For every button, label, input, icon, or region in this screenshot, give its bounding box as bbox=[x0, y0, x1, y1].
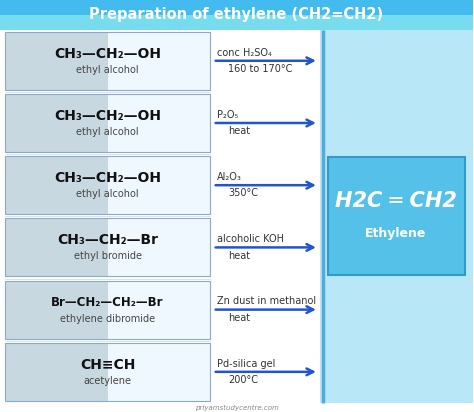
Text: 200°C: 200°C bbox=[228, 375, 258, 385]
Text: P₂O₅: P₂O₅ bbox=[217, 110, 238, 120]
Text: 160 to 170°C: 160 to 170°C bbox=[228, 64, 293, 74]
Bar bbox=[108, 281, 210, 339]
Text: Zn dust in methanol: Zn dust in methanol bbox=[217, 296, 316, 307]
Bar bbox=[5, 32, 108, 90]
Text: alcoholic KOH: alcoholic KOH bbox=[217, 234, 283, 244]
Bar bbox=[108, 218, 210, 276]
Text: CH≡CH: CH≡CH bbox=[80, 358, 135, 372]
Bar bbox=[320, 30, 474, 403]
Text: ethyl bromide: ethyl bromide bbox=[73, 251, 142, 262]
Text: 350°C: 350°C bbox=[228, 188, 258, 199]
Bar bbox=[108, 343, 210, 401]
Text: Br—CH₂—CH₂—Br: Br—CH₂—CH₂—Br bbox=[51, 296, 164, 309]
Text: conc H₂SO₄: conc H₂SO₄ bbox=[217, 47, 272, 58]
Bar bbox=[5, 94, 108, 152]
Text: heat: heat bbox=[228, 313, 251, 323]
Text: Pd-silica gel: Pd-silica gel bbox=[217, 358, 275, 369]
FancyBboxPatch shape bbox=[328, 157, 465, 275]
Text: ethylene dibromide: ethylene dibromide bbox=[60, 314, 155, 324]
Text: Al₂O₃: Al₂O₃ bbox=[217, 172, 241, 182]
Text: CH₃—CH₂—OH: CH₃—CH₂—OH bbox=[54, 109, 161, 123]
Text: CH₃—CH₂—Br: CH₃—CH₂—Br bbox=[57, 234, 158, 247]
Bar bbox=[0, 15, 473, 30]
Text: ethyl alcohol: ethyl alcohol bbox=[76, 65, 139, 75]
Text: CH₃—CH₂—OH: CH₃—CH₂—OH bbox=[54, 47, 161, 61]
Bar bbox=[108, 156, 210, 214]
Text: acetylene: acetylene bbox=[83, 376, 132, 386]
Bar bbox=[0, 0, 473, 15]
Text: Preparation of ethylene (CH2=CH2): Preparation of ethylene (CH2=CH2) bbox=[90, 7, 383, 22]
Text: CH₃—CH₂—OH: CH₃—CH₂—OH bbox=[54, 171, 161, 185]
Text: heat: heat bbox=[228, 250, 251, 261]
Text: heat: heat bbox=[228, 126, 251, 136]
Bar bbox=[5, 156, 108, 214]
Bar bbox=[108, 32, 210, 90]
Bar bbox=[5, 343, 108, 401]
Text: Ethylene: Ethylene bbox=[365, 227, 427, 240]
Text: ethyl alcohol: ethyl alcohol bbox=[76, 127, 139, 137]
Bar bbox=[5, 218, 108, 276]
Bar bbox=[5, 281, 108, 339]
Text: priyamstudycentre.com: priyamstudycentre.com bbox=[194, 405, 278, 411]
Bar bbox=[108, 94, 210, 152]
Text: ethyl alcohol: ethyl alcohol bbox=[76, 189, 139, 199]
Text: H2C ═ CH2: H2C ═ CH2 bbox=[335, 191, 457, 211]
